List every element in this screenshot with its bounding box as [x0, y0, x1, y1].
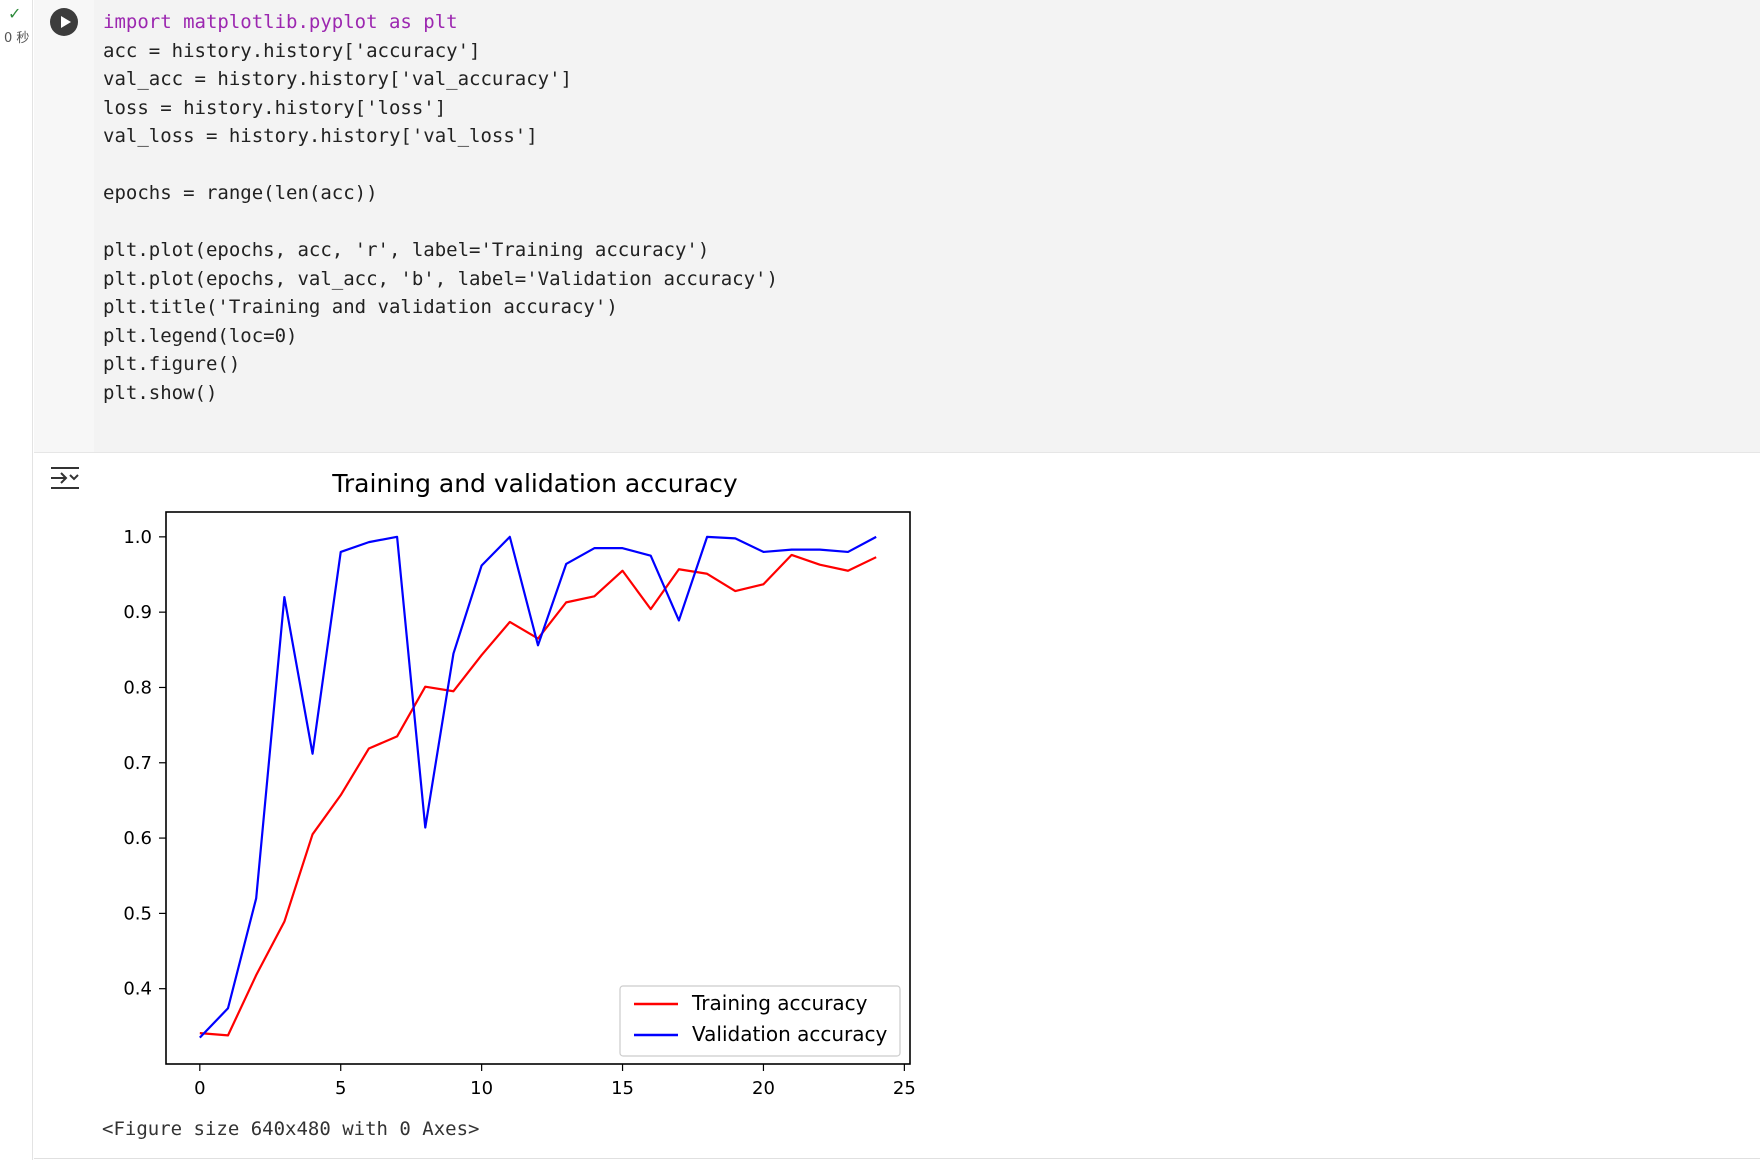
code-editor[interactable]	[94, 0, 1760, 452]
legend-box	[619, 985, 901, 1057]
legend-label: Validation accuracy	[692, 1022, 888, 1046]
legend-label: Training accuracy	[691, 991, 868, 1015]
chart-title: Training and validation accuracy	[331, 469, 738, 498]
code-line-9: plt.plot(epochs, acc, 'r', label='Traini…	[103, 239, 710, 261]
y-tick-label: 0.4	[123, 979, 152, 1000]
code-line-10: plt.plot(epochs, val_acc, 'b', label='Va…	[103, 267, 778, 290]
x-tick-label: 0	[194, 1078, 205, 1099]
output-toggle-icon[interactable]	[50, 464, 82, 492]
code-line-5: val_loss = history.history['val_loss']	[103, 125, 538, 147]
legend: Training accuracy Validation accuracy	[619, 985, 901, 1057]
series-lines	[199, 535, 877, 1039]
x-tick-label: 25	[893, 1078, 916, 1099]
run-cell-button[interactable]	[50, 8, 78, 36]
code-text[interactable]: import matplotlib.pyplot as plt acc = hi…	[103, 8, 778, 407]
validation-accuracy-line	[199, 535, 877, 1039]
code-line-3: val_acc = history.history['val_accuracy'…	[103, 68, 572, 90]
plot-area	[165, 511, 911, 1065]
y-tick-label: 0.6	[123, 828, 152, 849]
code-line-1: import matplotlib.pyplot as plt	[103, 11, 458, 33]
execution-gutter: ✓ 0 秒	[0, 0, 33, 1160]
y-tick-label: 0.5	[123, 903, 152, 924]
code-line-7: epochs = range(len(acc))	[103, 182, 378, 204]
training-accuracy-line	[199, 553, 877, 1037]
code-line-2: acc = history.history['accuracy']	[103, 39, 481, 62]
y-tick-label: 1.0	[123, 527, 152, 548]
code-line-12: plt.legend(loc=0)	[103, 324, 298, 347]
code-line-13: plt.figure()	[103, 353, 241, 375]
execution-time: 0 秒	[4, 31, 30, 46]
x-tick-label: 5	[335, 1078, 346, 1099]
figure-caption: <Figure size 640x480 with 0 Axes>	[102, 1118, 480, 1140]
y-tick-label: 0.8	[123, 677, 152, 698]
axis-ticks: 0 5 10 15 20 25 0.4 0.5 0.6 0.7 0.8 0.9 1.0	[123, 527, 915, 1099]
x-tick-label: 20	[752, 1078, 775, 1099]
x-tick-label: 10	[470, 1078, 493, 1099]
code-line: import matplotlib.pyplot as plt	[103, 11, 458, 33]
code-line-14: plt.show()	[103, 381, 218, 404]
y-tick-label: 0.9	[123, 602, 152, 623]
cell-divider	[34, 452, 1760, 453]
y-tick-label: 0.7	[123, 753, 152, 774]
code-line-11: plt.title('Training and validation accur…	[103, 296, 618, 318]
check-icon: ✓	[8, 4, 22, 23]
cell-bottom-border	[34, 1158, 1760, 1159]
x-tick-label: 15	[611, 1078, 634, 1099]
accuracy-chart: Training and validation accuracy 0 5 10 15 2…	[123, 469, 915, 1099]
code-line-4: loss = history.history['loss']	[103, 96, 447, 119]
